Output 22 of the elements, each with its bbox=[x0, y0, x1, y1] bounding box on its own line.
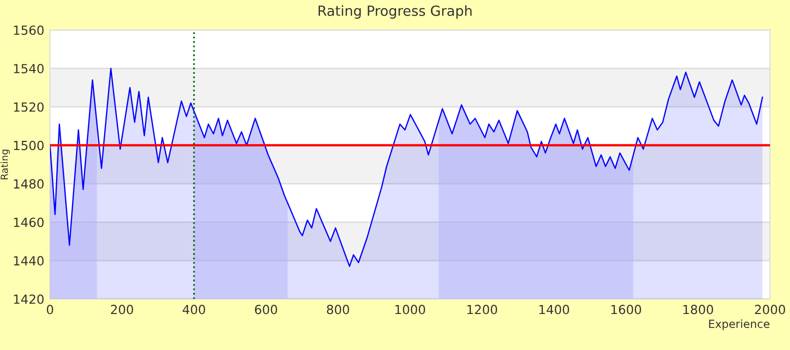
x-tick-label: 1400 bbox=[539, 304, 570, 314]
x-tick-label: 1600 bbox=[611, 304, 642, 314]
y-tick-label: 1540 bbox=[14, 64, 44, 74]
y-axis-title: Rating bbox=[0, 150, 10, 180]
x-tick-label: 400 bbox=[182, 304, 206, 314]
x-tick-label: 2000 bbox=[755, 304, 786, 314]
x-tick-label: 600 bbox=[254, 304, 278, 314]
x-tick-label: 1200 bbox=[467, 304, 498, 314]
y-tick-label: 1480 bbox=[14, 179, 44, 189]
x-tick-label: 1800 bbox=[683, 304, 714, 314]
x-tick-label: 200 bbox=[110, 304, 134, 314]
y-tick-label: 1500 bbox=[14, 140, 44, 150]
x-tick-label: 0 bbox=[46, 304, 54, 314]
y-tick-label: 1440 bbox=[14, 256, 44, 266]
y-tick-label: 1520 bbox=[14, 102, 44, 112]
y-tick-label: 1560 bbox=[14, 25, 44, 35]
x-axis-title: Experience bbox=[709, 319, 770, 330]
x-tick-label: 1000 bbox=[395, 304, 426, 314]
y-tick-label: 1420 bbox=[14, 294, 44, 304]
x-tick-label: 800 bbox=[326, 304, 350, 314]
chart-title: Rating Progress Graph bbox=[318, 5, 472, 19]
y-tick-label: 1460 bbox=[14, 218, 44, 228]
